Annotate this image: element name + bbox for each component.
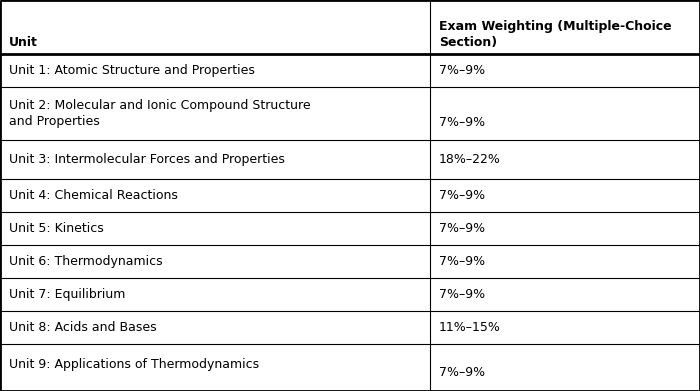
Text: 7%–9%: 7%–9% [439, 189, 485, 202]
Text: Unit 6: Thermodynamics: Unit 6: Thermodynamics [9, 255, 162, 268]
Text: 7%–9%: 7%–9% [439, 366, 485, 379]
Text: Unit 8: Acids and Bases: Unit 8: Acids and Bases [9, 321, 157, 334]
Text: 18%–22%: 18%–22% [439, 153, 500, 166]
Text: Unit 7: Equilibrium: Unit 7: Equilibrium [9, 288, 125, 301]
Text: 7%–9%: 7%–9% [439, 222, 485, 235]
Text: Unit: Unit [9, 36, 38, 49]
Text: Unit 1: Atomic Structure and Properties: Unit 1: Atomic Structure and Properties [9, 64, 255, 77]
Text: 11%–15%: 11%–15% [439, 321, 500, 334]
Text: Exam Weighting (Multiple-Choice
Section): Exam Weighting (Multiple-Choice Section) [439, 20, 671, 49]
Text: Unit 9: Applications of Thermodynamics: Unit 9: Applications of Thermodynamics [9, 358, 259, 371]
Text: Unit 5: Kinetics: Unit 5: Kinetics [9, 222, 104, 235]
Text: 7%–9%: 7%–9% [439, 64, 485, 77]
Text: Unit 2: Molecular and Ionic Compound Structure
and Properties: Unit 2: Molecular and Ionic Compound Str… [9, 99, 311, 127]
Text: Unit 3: Intermolecular Forces and Properties: Unit 3: Intermolecular Forces and Proper… [9, 153, 285, 166]
Text: Unit 4: Chemical Reactions: Unit 4: Chemical Reactions [9, 189, 178, 202]
Text: 7%–9%: 7%–9% [439, 288, 485, 301]
Text: 7%–9%: 7%–9% [439, 255, 485, 268]
Text: 7%–9%: 7%–9% [439, 117, 485, 129]
